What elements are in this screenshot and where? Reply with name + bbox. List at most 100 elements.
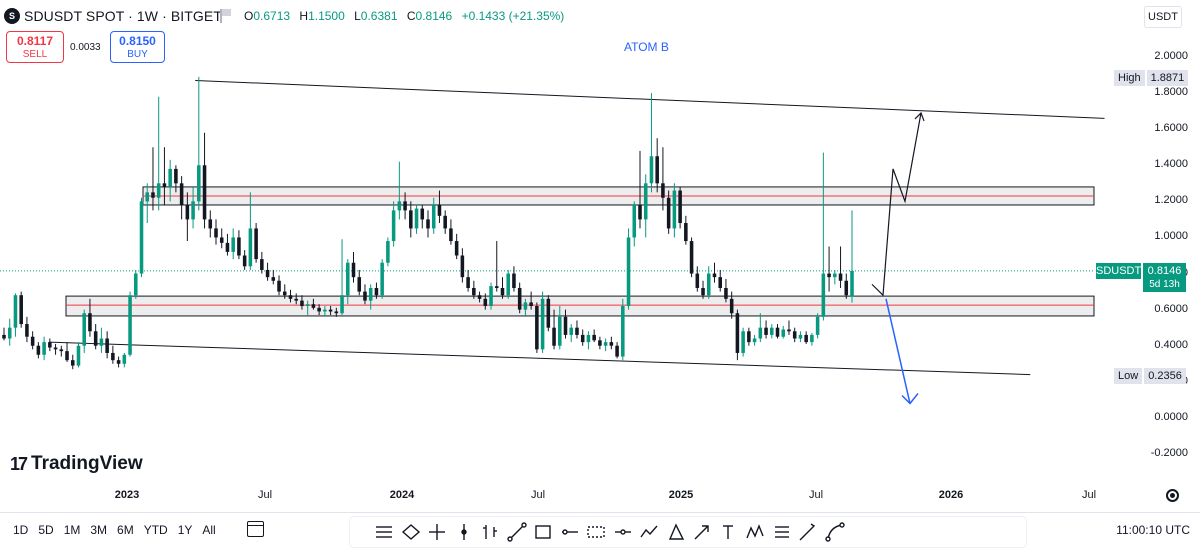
bearish-arrowhead [901,393,919,405]
candle-body [724,287,728,299]
bar-countdown: 5d 13h [1143,278,1186,292]
candle-body [540,298,545,350]
date-range-buttons: 1D 5D 1M 3M 6M YTD 1Y All [13,523,226,537]
candle-body [271,277,276,281]
range-button-5d[interactable]: 5D [38,523,54,537]
horizontal-ray-icon[interactable] [560,522,580,542]
price-tick-label: 2.0000 [1154,50,1188,62]
range-button-all[interactable]: All [202,523,216,537]
vertical-line-icon[interactable] [454,522,474,542]
text-icon[interactable] [719,522,739,542]
utc-clock[interactable]: 11:00:10 UTC [1116,523,1190,537]
range-button-1y[interactable]: 1Y [177,523,193,537]
range-button-6m[interactable]: 6M [117,523,134,537]
path-icon[interactable] [639,522,659,542]
candle-body [483,298,488,307]
candle-body [179,183,184,205]
settings-gear-icon[interactable] [1166,489,1179,502]
candle-body [477,295,482,299]
rectangle-icon[interactable] [533,522,553,542]
candle-body [523,302,528,310]
annotation-text[interactable]: ATOM B [624,40,669,54]
candle-body [13,295,18,328]
price-chart[interactable] [0,0,1140,480]
tradingview-logo[interactable]: 17 TradingView [10,452,143,476]
time-tick-label: 2023 [114,489,140,501]
brush-icon[interactable] [798,522,818,542]
candle-body [197,165,201,202]
candle-body [632,204,637,238]
buy-button[interactable]: 0.8150 BUY [110,31,165,63]
candle-body [93,331,98,346]
candle-body [529,302,533,307]
pattern-icon[interactable] [745,522,765,542]
candle-body [30,336,35,346]
close-value: 0.8146 [415,9,453,23]
candle-body [168,168,172,187]
candle-body [145,192,150,202]
candle-body [122,354,127,364]
candle-body [586,334,591,343]
candle-body [380,262,384,296]
candle-body [810,334,814,343]
candle-body [185,204,190,220]
bars-icon[interactable] [480,522,500,542]
bottom-toolbar: 1D 5D 1M 3M 6M YTD 1Y All 11:00:10 UTC [0,512,1200,549]
candle-body [666,197,671,229]
range-button-ytd[interactable]: YTD [143,523,168,537]
horizontal-lines-icon[interactable] [374,522,394,542]
candle-body [563,316,568,335]
symbol-logo-icon[interactable]: S [4,8,20,24]
spread-value: 0.0033 [70,42,101,53]
flag-icon[interactable] [220,9,232,23]
candle-body [472,287,476,296]
fib-icon[interactable] [772,522,792,542]
buy-label: BUY [127,49,148,60]
candle-body [340,295,344,314]
candle-body [174,168,178,184]
candle-body [260,259,264,270]
candle-body [323,309,327,312]
triangle-icon[interactable] [666,522,686,542]
candle-body [638,204,642,220]
time-tick-label: 2026 [938,489,964,501]
candle-body [88,313,92,332]
candle-body [598,340,602,346]
current-price: 0.8146 [1143,263,1186,279]
calendar-icon[interactable] [247,521,264,537]
arrow-icon[interactable] [692,522,712,542]
sell-button[interactable]: 0.8117 SELL [6,31,64,63]
parallel-channel-icon[interactable] [586,522,606,542]
candle-body [346,262,350,296]
candle-body [684,223,688,242]
candle-body [288,295,293,299]
candle-body [706,273,711,296]
candle-body [672,190,677,229]
info-line-icon[interactable] [613,522,633,542]
low-marker: Low 0.2356 [1114,368,1186,384]
range-button-3m[interactable]: 3M [90,523,108,537]
trend-line-icon[interactable] [506,522,527,542]
time-axis[interactable]: 2023 Jul 2024 Jul 2025 Jul 2026 Jul [0,485,1140,507]
candle-body [305,304,310,307]
candle-body [701,287,705,296]
candle-body [729,298,734,314]
currency-button[interactable]: USDT [1144,6,1182,28]
crosshair-icon[interactable] [427,522,447,542]
symbol-title[interactable]: SDUSDT SPOT · 1W · BITGET [24,8,223,24]
candle-body [139,201,144,274]
curve-icon[interactable] [824,522,845,542]
change-value: +0.1433 (+21.35%) [461,9,565,23]
candle-body [191,201,195,220]
range-button-1m[interactable]: 1M [63,523,81,537]
bullish-arrowhead [914,111,925,122]
price-tick-label: 1.8000 [1154,86,1188,99]
candle-body [214,228,218,238]
candle-body [787,329,791,332]
high-marker: High 1.8871 [1114,70,1189,86]
tradingview-logo-text: TradingView [31,453,143,474]
range-button-1d[interactable]: 1D [13,523,29,537]
candle-body [821,273,826,317]
ellipse-icon[interactable] [401,522,421,542]
high-marker-value: 1.8871 [1146,70,1189,86]
